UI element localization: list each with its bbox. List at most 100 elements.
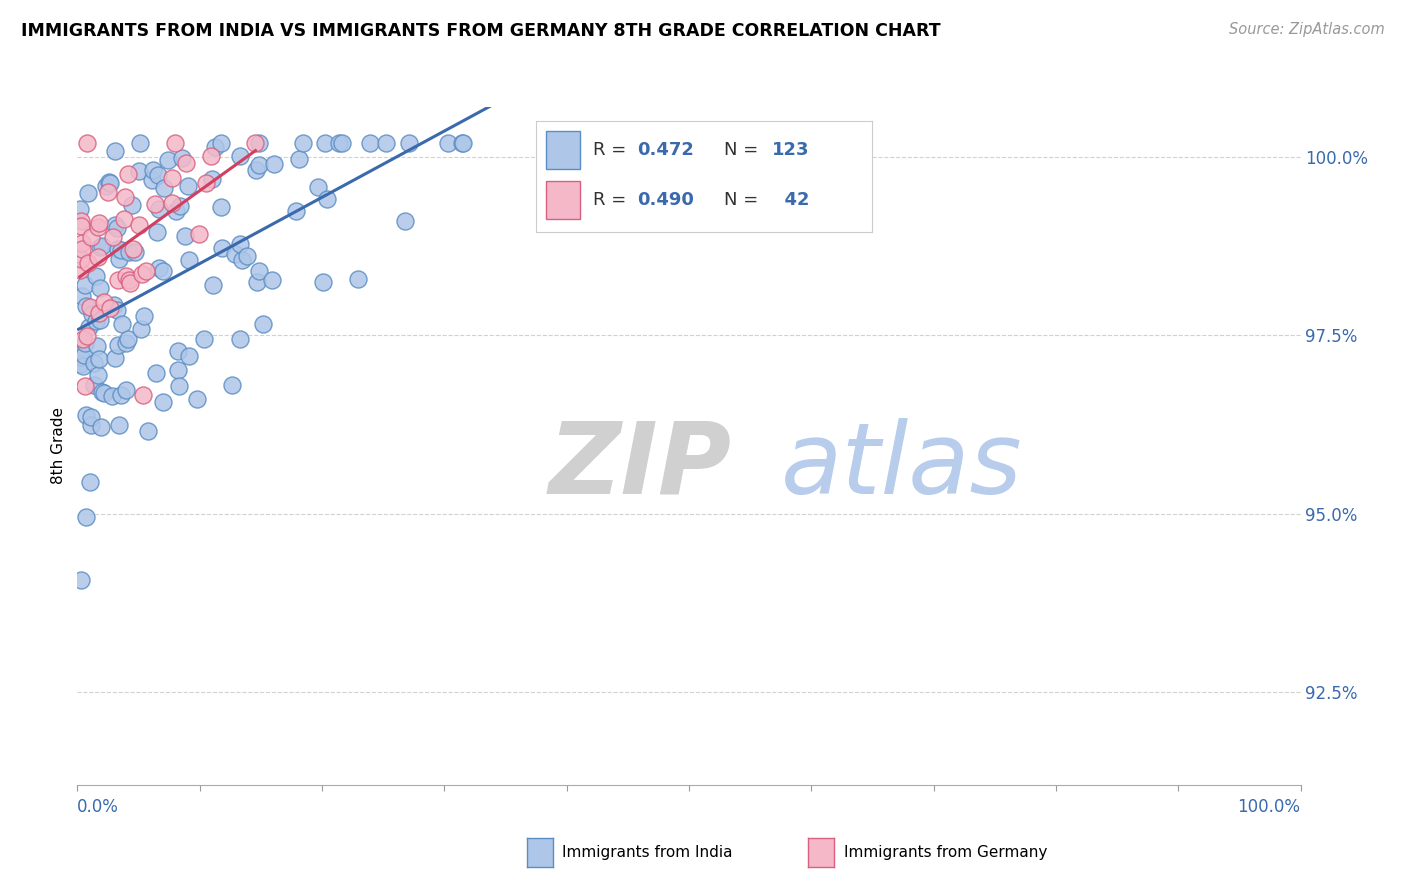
Point xyxy=(75,299,97,313)
Point xyxy=(131,267,153,281)
Point xyxy=(188,227,211,241)
Point xyxy=(73,277,96,292)
Text: Immigrants from Germany: Immigrants from Germany xyxy=(844,846,1047,860)
Point xyxy=(201,277,224,292)
Point xyxy=(87,306,110,320)
Point xyxy=(84,269,107,284)
Point xyxy=(117,332,139,346)
Point xyxy=(75,409,97,423)
Point xyxy=(117,167,139,181)
Point xyxy=(157,153,180,167)
Point xyxy=(115,383,138,397)
Text: IMMIGRANTS FROM INDIA VS IMMIGRANTS FROM GERMANY 8TH GRADE CORRELATION CHART: IMMIGRANTS FROM INDIA VS IMMIGRANTS FROM… xyxy=(21,22,941,40)
Point xyxy=(231,253,253,268)
Point xyxy=(80,410,103,425)
Point xyxy=(146,225,169,239)
Point xyxy=(89,313,111,327)
Point xyxy=(186,392,208,407)
Point xyxy=(128,218,150,232)
Point xyxy=(128,164,150,178)
Point xyxy=(160,171,183,186)
Point xyxy=(201,172,224,186)
Point xyxy=(108,418,131,433)
Point xyxy=(72,332,94,346)
Point xyxy=(543,136,565,150)
Point xyxy=(70,573,93,587)
Point xyxy=(221,377,243,392)
Point xyxy=(73,335,96,350)
Point xyxy=(247,158,270,172)
Point xyxy=(69,263,91,277)
Point xyxy=(163,136,186,150)
Point xyxy=(135,264,157,278)
Point xyxy=(100,301,122,316)
Point xyxy=(72,359,94,373)
Point xyxy=(235,250,257,264)
Point xyxy=(263,157,285,171)
Point xyxy=(69,358,91,372)
Point xyxy=(97,175,120,189)
Point xyxy=(105,302,128,317)
Point xyxy=(104,351,127,366)
Point xyxy=(375,136,398,150)
Point xyxy=(80,229,103,244)
Point xyxy=(285,203,308,218)
Point xyxy=(114,190,136,204)
Point xyxy=(93,294,115,309)
Point xyxy=(75,510,97,524)
Point xyxy=(252,317,274,331)
Point xyxy=(229,149,252,163)
Point xyxy=(89,240,111,254)
Point xyxy=(162,195,184,210)
Point xyxy=(79,300,101,314)
Point xyxy=(169,199,191,213)
Point xyxy=(287,152,309,166)
Point xyxy=(148,202,170,217)
Point xyxy=(450,136,472,150)
Point xyxy=(83,356,105,370)
Point xyxy=(136,424,159,438)
Point xyxy=(73,379,96,393)
Text: ZIP: ZIP xyxy=(548,417,731,515)
Point xyxy=(128,136,150,150)
Point xyxy=(110,388,132,402)
Point xyxy=(87,219,110,234)
Point xyxy=(69,202,91,217)
Point xyxy=(328,136,350,150)
Point xyxy=(152,395,174,409)
Point xyxy=(437,136,460,150)
Point xyxy=(134,310,156,324)
Point xyxy=(173,229,195,244)
Point xyxy=(70,235,93,250)
Point xyxy=(177,253,200,268)
Point xyxy=(174,155,197,169)
Point xyxy=(87,216,110,230)
Point xyxy=(108,252,131,266)
Point xyxy=(97,186,120,200)
Point xyxy=(145,366,167,380)
Point xyxy=(103,230,125,244)
Point xyxy=(165,204,187,219)
Point xyxy=(146,168,169,182)
Point xyxy=(122,243,145,257)
Point xyxy=(131,388,153,402)
Point xyxy=(314,136,336,150)
Point xyxy=(194,176,217,190)
Point xyxy=(167,379,190,393)
Point xyxy=(104,218,127,232)
Point xyxy=(312,275,335,289)
Point xyxy=(330,136,353,150)
Text: atlas: atlas xyxy=(780,417,1022,515)
Point xyxy=(107,273,129,287)
Point xyxy=(76,328,98,343)
Point xyxy=(209,200,232,214)
Point xyxy=(118,276,141,290)
Point xyxy=(94,178,117,193)
Point xyxy=(200,149,222,163)
Point xyxy=(77,320,100,334)
Point xyxy=(79,475,101,490)
Point xyxy=(115,268,138,283)
Point xyxy=(110,244,132,258)
Point xyxy=(80,418,103,433)
Point xyxy=(124,244,146,259)
